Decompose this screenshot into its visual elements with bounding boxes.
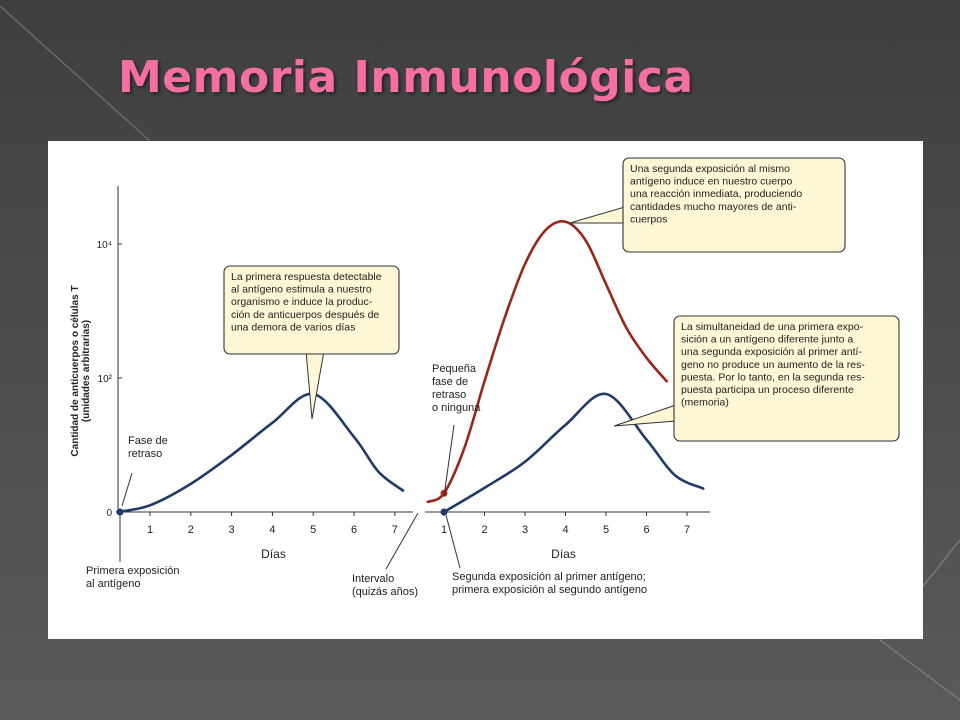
callouts-layer: La primera respuesta detectable al antíge… xyxy=(223,157,900,442)
x-tick-label: 1 xyxy=(147,524,153,536)
labels-layer: 0 10² 10⁴ Cantidad de anticuerpos o células… xyxy=(70,240,690,598)
callout-primary-pointer xyxy=(305,350,325,420)
label-segunda-exposicion: Segunda exposición al primer antígeno; pr… xyxy=(452,571,647,596)
label-intervalo: Intervalo (quizás años) xyxy=(352,573,418,598)
x-tick-label: 6 xyxy=(351,524,357,536)
x-axis-title: Días xyxy=(551,547,576,561)
x-tick-label: 5 xyxy=(310,524,316,536)
antibody-response-chart: La primera respuesta detectable al antíge… xyxy=(70,157,900,598)
y-tick-label: 10² xyxy=(98,374,113,385)
x-axis-title: Días xyxy=(261,547,286,561)
curve-panel1-series1 xyxy=(116,392,405,514)
pointer-intervalo xyxy=(385,512,419,570)
second-exposure-marker xyxy=(440,508,448,516)
callout-simultaneity-box xyxy=(673,315,900,442)
label-primera-exposicion: Primera exposición al antígeno xyxy=(86,565,180,590)
x-tick-label: 5 xyxy=(603,524,609,536)
slide-title: Memoria Inmunológica xyxy=(118,52,694,103)
curve-panel2-series1 xyxy=(426,220,669,504)
y-tick-label: 0 xyxy=(106,508,112,519)
x-tick-label: 4 xyxy=(269,524,275,536)
label-fase-retraso: Fase de retraso xyxy=(128,435,168,460)
pointer-pequena-fase xyxy=(443,424,455,497)
x-tick-label: 2 xyxy=(481,524,487,536)
axes-layer xyxy=(117,186,710,516)
x-tick-label: 4 xyxy=(562,524,568,536)
curve-panel2-series2 xyxy=(442,392,705,514)
callout-secondary-box xyxy=(622,157,846,253)
pointer-segunda-exposicion xyxy=(445,514,461,569)
callout-simultaneity-text: La simultaneidad de una primera expo-sic… xyxy=(681,321,865,409)
callout-primary-box xyxy=(223,265,400,355)
y-axis-title: Cantidad de anticuerpos o células T(unid… xyxy=(70,285,92,456)
chart-figure: La primera respuesta detectable al antíge… xyxy=(48,141,923,639)
pointer-fase-retraso xyxy=(121,472,133,507)
curves-layer xyxy=(116,220,705,514)
first-exposure-marker xyxy=(116,508,124,516)
x-tick-label: 1 xyxy=(441,524,447,536)
x-tick-label: 7 xyxy=(392,524,398,536)
callout-secondary-pointer xyxy=(569,205,629,224)
callout-primary-text: La primera respuesta detectable al antíge… xyxy=(231,271,382,333)
x-tick-label: 3 xyxy=(522,524,528,536)
x-tick-label: 7 xyxy=(684,524,690,536)
x-tick-label: 3 xyxy=(229,524,235,536)
y-tick-label: 10⁴ xyxy=(97,240,112,251)
x-tick-label: 6 xyxy=(643,524,649,536)
x-tick-label: 2 xyxy=(188,524,194,536)
callout-secondary-text: Una segunda exposición al mismo antígeno … xyxy=(630,163,802,225)
label-pequena-fase: Pequeña fase de retraso o ninguna xyxy=(432,363,481,414)
